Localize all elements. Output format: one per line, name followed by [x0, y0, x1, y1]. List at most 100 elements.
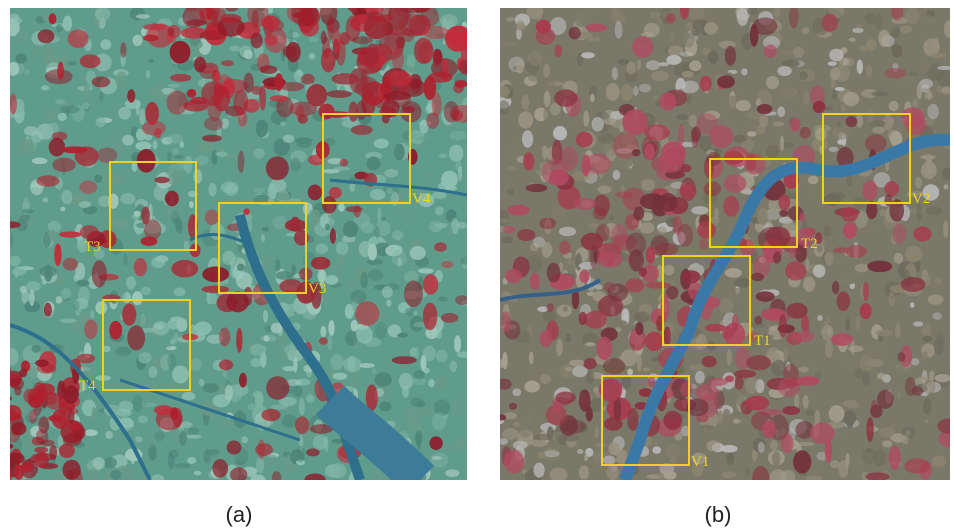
- texture: [225, 184, 238, 196]
- texture: [63, 258, 78, 271]
- texture: [308, 184, 322, 200]
- texture: [782, 406, 800, 415]
- texture: [752, 17, 777, 35]
- texture: [799, 213, 805, 222]
- texture: [76, 280, 89, 286]
- texture: [309, 53, 315, 60]
- texture: [142, 121, 166, 136]
- texture: [65, 408, 79, 415]
- texture: [543, 77, 555, 91]
- texture: [609, 101, 621, 106]
- texture: [586, 407, 593, 422]
- texture: [892, 224, 906, 244]
- texture: [828, 61, 837, 66]
- texture: [222, 312, 231, 316]
- texture: [583, 110, 589, 126]
- texture: [278, 337, 287, 350]
- texture: [280, 121, 286, 126]
- texture: [797, 442, 814, 446]
- texture: [849, 38, 856, 42]
- texture: [595, 284, 603, 290]
- texture: [189, 201, 194, 208]
- texture: [423, 274, 438, 294]
- texture: [355, 301, 379, 326]
- texture: [303, 309, 317, 320]
- texture: [0, 412, 8, 432]
- texture: [61, 190, 72, 205]
- texture: [320, 326, 326, 337]
- texture: [542, 146, 548, 160]
- texture: [63, 433, 82, 446]
- texture: [688, 115, 697, 127]
- texture: [366, 43, 379, 67]
- texture: [450, 361, 457, 372]
- texture: [565, 333, 571, 342]
- texture: [283, 135, 294, 143]
- texture: [902, 435, 909, 444]
- texture: [699, 239, 708, 250]
- texture: [253, 148, 264, 158]
- texture: [550, 468, 568, 482]
- region-label: T4: [79, 378, 96, 394]
- texture: [264, 454, 279, 470]
- texture: [184, 156, 192, 174]
- texture: [202, 266, 229, 282]
- texture: [56, 24, 63, 32]
- texture: [134, 258, 147, 276]
- texture: [435, 207, 444, 216]
- texture: [513, 441, 528, 449]
- texture: [56, 296, 63, 303]
- texture: [944, 20, 954, 37]
- texture: [544, 450, 560, 457]
- texture: [579, 270, 589, 283]
- texture: [250, 344, 267, 356]
- texture: [33, 382, 45, 397]
- texture: [0, 472, 10, 486]
- texture: [806, 476, 823, 482]
- texture: [526, 184, 548, 192]
- texture: [349, 101, 359, 121]
- texture: [627, 408, 638, 431]
- texture: [889, 446, 901, 471]
- texture: [170, 74, 191, 82]
- texture: [745, 396, 769, 411]
- texture: [219, 327, 230, 346]
- texture: [322, 196, 336, 214]
- texture: [943, 184, 948, 189]
- texture: [319, 337, 328, 344]
- texture: [347, 281, 352, 286]
- texture: [206, 1, 213, 20]
- texture: [127, 89, 135, 102]
- texture: [116, 72, 127, 89]
- texture: [540, 330, 552, 347]
- texture: [21, 462, 34, 473]
- texture: [797, 376, 820, 386]
- texture: [708, 51, 718, 64]
- texture: [168, 84, 181, 88]
- texture: [250, 358, 261, 367]
- texture: [621, 84, 634, 101]
- texture: [61, 288, 71, 299]
- texture: [825, 106, 833, 110]
- texture: [343, 221, 358, 237]
- region-label: T3: [84, 239, 101, 255]
- texture: [123, 254, 128, 266]
- texture: [875, 329, 893, 336]
- texture: [825, 341, 833, 358]
- texture: [901, 277, 926, 292]
- texture: [777, 106, 785, 117]
- texture: [837, 139, 845, 145]
- texture: [724, 174, 747, 192]
- texture: [639, 376, 648, 384]
- texture: [351, 320, 358, 332]
- texture: [790, 117, 800, 131]
- caption: (b): [705, 502, 732, 527]
- texture: [330, 228, 336, 244]
- texture: [327, 90, 352, 98]
- texture: [438, 296, 448, 301]
- texture: [456, 435, 467, 451]
- texture: [372, 368, 376, 374]
- texture: [223, 371, 227, 377]
- texture: [135, 141, 151, 150]
- texture: [889, 101, 899, 111]
